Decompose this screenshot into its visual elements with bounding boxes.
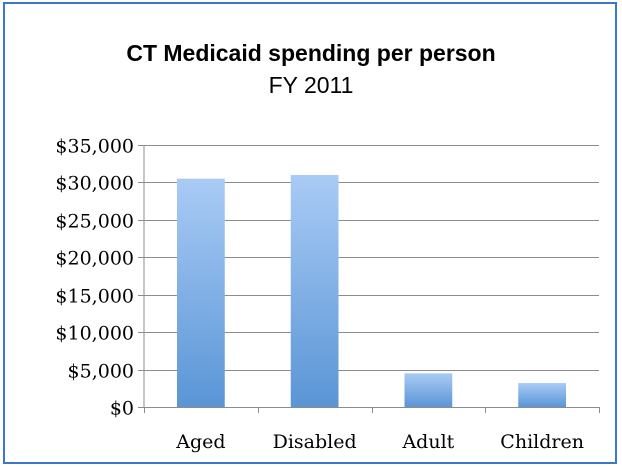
- y-tick-label: $0: [110, 398, 134, 420]
- bar-aged: [176, 178, 225, 407]
- chart-title: CT Medicaid spending per person: [126, 40, 496, 66]
- y-tick-label: $25,000: [55, 211, 134, 233]
- x-tick-label: Adult: [401, 431, 454, 453]
- chart-subtitle: FY 2011: [268, 72, 354, 98]
- x-tick-label: Children: [500, 431, 584, 453]
- x-axis: Aged Disabled Adult Children: [144, 407, 600, 453]
- x-tick-label: Disabled: [273, 431, 357, 453]
- bar-disabled: [290, 174, 339, 407]
- y-tick-label: $35,000: [55, 136, 134, 158]
- x-tick-label: Aged: [175, 431, 225, 453]
- bars: [176, 174, 567, 407]
- y-tick-label: $30,000: [55, 173, 134, 195]
- y-axis: $0 $5,000 $10,000 $15,000 $20,000 $25,000 $30,…: [55, 136, 134, 420]
- bar-children: [518, 383, 567, 407]
- y-tick-label: $15,000: [55, 286, 134, 308]
- y-tick-label: $5,000: [68, 361, 134, 383]
- y-tick-label: $10,000: [55, 323, 134, 345]
- y-tick-label: $20,000: [55, 248, 134, 270]
- bar-adult: [404, 373, 453, 407]
